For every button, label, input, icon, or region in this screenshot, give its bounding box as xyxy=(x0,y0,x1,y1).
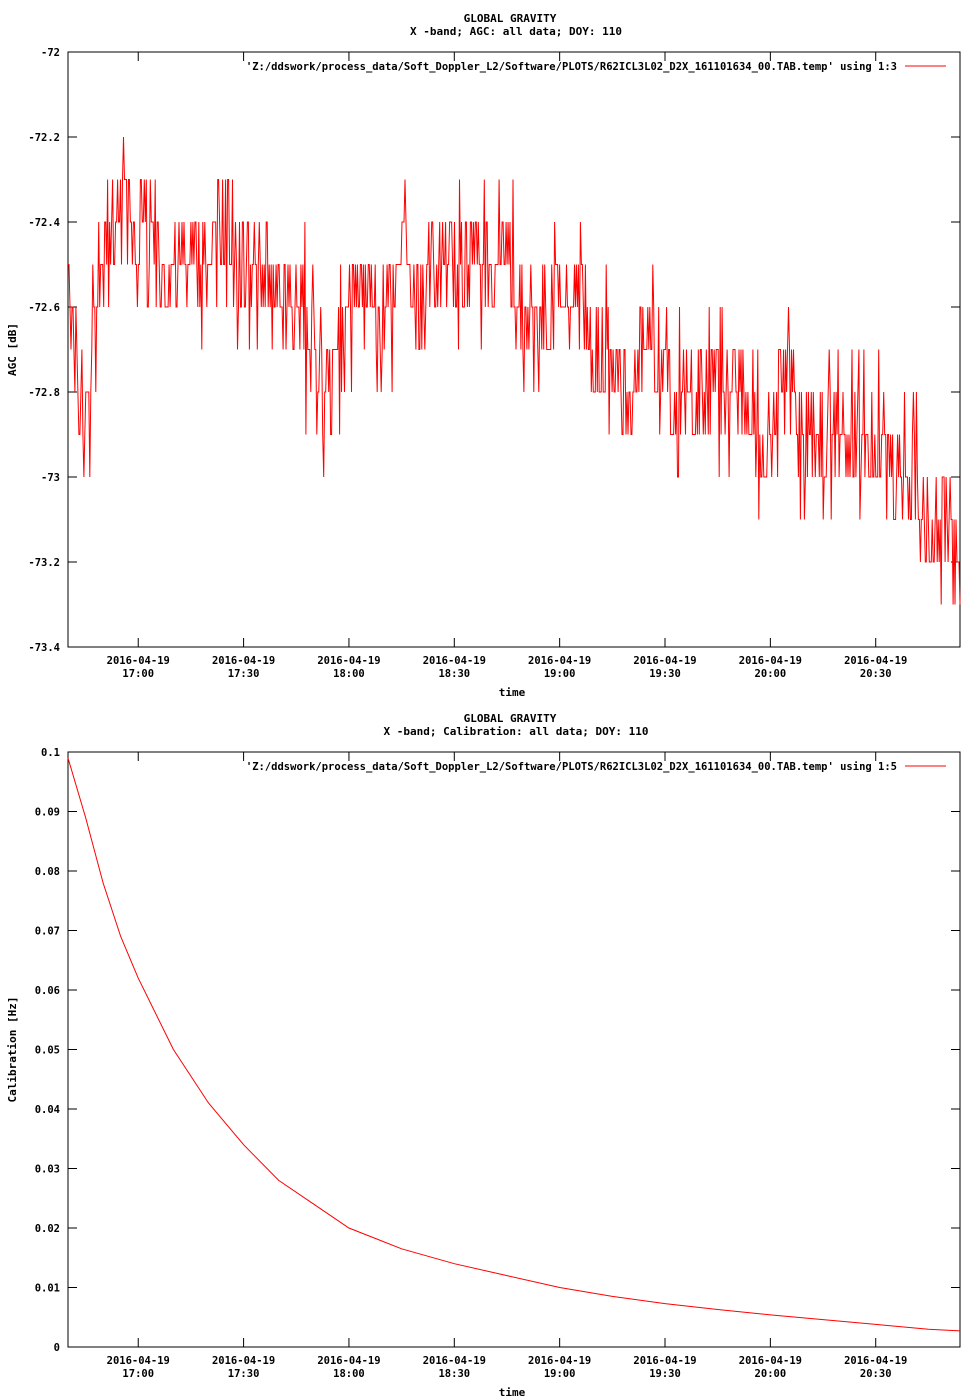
x-tick-date-label: 2016-04-19 xyxy=(107,1355,170,1367)
y-tick-label: 0.07 xyxy=(35,926,60,938)
x-tick-date-label: 2016-04-19 xyxy=(317,655,380,667)
y-tick-label: -72.4 xyxy=(28,217,60,229)
y-tick-label: 0 xyxy=(54,1342,60,1354)
chart-title: GLOBAL GRAVITY xyxy=(464,12,557,25)
legend-label: 'Z:/ddswork/process_data/Soft_Doppler_L2… xyxy=(246,761,897,773)
x-tick-time-label: 20:30 xyxy=(860,1368,892,1380)
x-tick-time-label: 18:00 xyxy=(333,668,365,680)
x-tick-time-label: 17:00 xyxy=(122,1368,154,1380)
plot-frame xyxy=(67,751,961,1348)
x-tick-time-label: 20:00 xyxy=(755,1368,787,1380)
x-tick-time-label: 20:30 xyxy=(860,668,892,680)
y-tick-label: 0.06 xyxy=(35,985,60,997)
x-tick-time-label: 18:00 xyxy=(333,1368,365,1380)
plot-frame xyxy=(67,51,961,648)
x-tick-date-label: 2016-04-19 xyxy=(844,655,907,667)
x-tick-date-label: 2016-04-19 xyxy=(317,1355,380,1367)
y-axis-label: Calibration [Hz] xyxy=(6,997,19,1103)
x-tick-date-label: 2016-04-19 xyxy=(212,1355,275,1367)
y-tick-label: 0.1 xyxy=(41,747,60,759)
y-tick-label: 0.08 xyxy=(35,866,60,878)
x-axis-label: time xyxy=(499,1386,526,1399)
x-tick-time-label: 19:00 xyxy=(544,1368,576,1380)
legend-label: 'Z:/ddswork/process_data/Soft_Doppler_L2… xyxy=(246,61,897,73)
y-tick-label: -73.4 xyxy=(28,642,60,654)
x-tick-date-label: 2016-04-19 xyxy=(528,655,591,667)
x-tick-date-label: 2016-04-19 xyxy=(212,655,275,667)
y-tick-label: -72 xyxy=(41,47,60,59)
y-tick-label: 0.02 xyxy=(35,1223,60,1235)
series-line xyxy=(67,757,961,1332)
y-tick-label: -72.8 xyxy=(28,387,60,399)
x-tick-time-label: 19:00 xyxy=(544,668,576,680)
chart-title: GLOBAL GRAVITY xyxy=(464,712,557,725)
x-tick-time-label: 17:00 xyxy=(122,668,154,680)
y-tick-label: 0.09 xyxy=(35,807,60,819)
x-axis-label: time xyxy=(499,686,526,699)
x-tick-time-label: 19:30 xyxy=(649,668,681,680)
x-tick-time-label: 19:30 xyxy=(649,1368,681,1380)
x-tick-date-label: 2016-04-19 xyxy=(844,1355,907,1367)
y-tick-label: 0.04 xyxy=(35,1104,60,1116)
y-tick-label: -72.6 xyxy=(28,302,60,314)
y-axis-label: AGC [dB] xyxy=(6,323,19,376)
x-tick-time-label: 17:30 xyxy=(228,668,260,680)
x-tick-date-label: 2016-04-19 xyxy=(739,655,802,667)
x-tick-date-label: 2016-04-19 xyxy=(633,655,696,667)
x-tick-time-label: 20:00 xyxy=(755,668,787,680)
x-tick-time-label: 17:30 xyxy=(228,1368,260,1380)
y-tick-label: 0.05 xyxy=(35,1045,60,1057)
series-line xyxy=(68,136,961,605)
x-tick-date-label: 2016-04-19 xyxy=(633,1355,696,1367)
x-tick-date-label: 2016-04-19 xyxy=(739,1355,802,1367)
y-tick-label: -73.2 xyxy=(28,557,60,569)
x-tick-time-label: 18:30 xyxy=(438,1368,470,1380)
y-tick-label: -73 xyxy=(41,472,60,484)
y-tick-label: 0.03 xyxy=(35,1164,60,1176)
y-tick-label: 0.01 xyxy=(35,1283,60,1295)
x-tick-date-label: 2016-04-19 xyxy=(423,655,486,667)
x-tick-date-label: 2016-04-19 xyxy=(528,1355,591,1367)
x-tick-date-label: 2016-04-19 xyxy=(423,1355,486,1367)
chart-subtitle: X -band; Calibration: all data; DOY: 110 xyxy=(384,725,649,738)
x-tick-date-label: 2016-04-19 xyxy=(107,655,170,667)
y-tick-label: -72.2 xyxy=(28,132,60,144)
x-tick-time-label: 18:30 xyxy=(438,668,470,680)
chart-subtitle: X -band; AGC: all data; DOY: 110 xyxy=(410,25,622,38)
